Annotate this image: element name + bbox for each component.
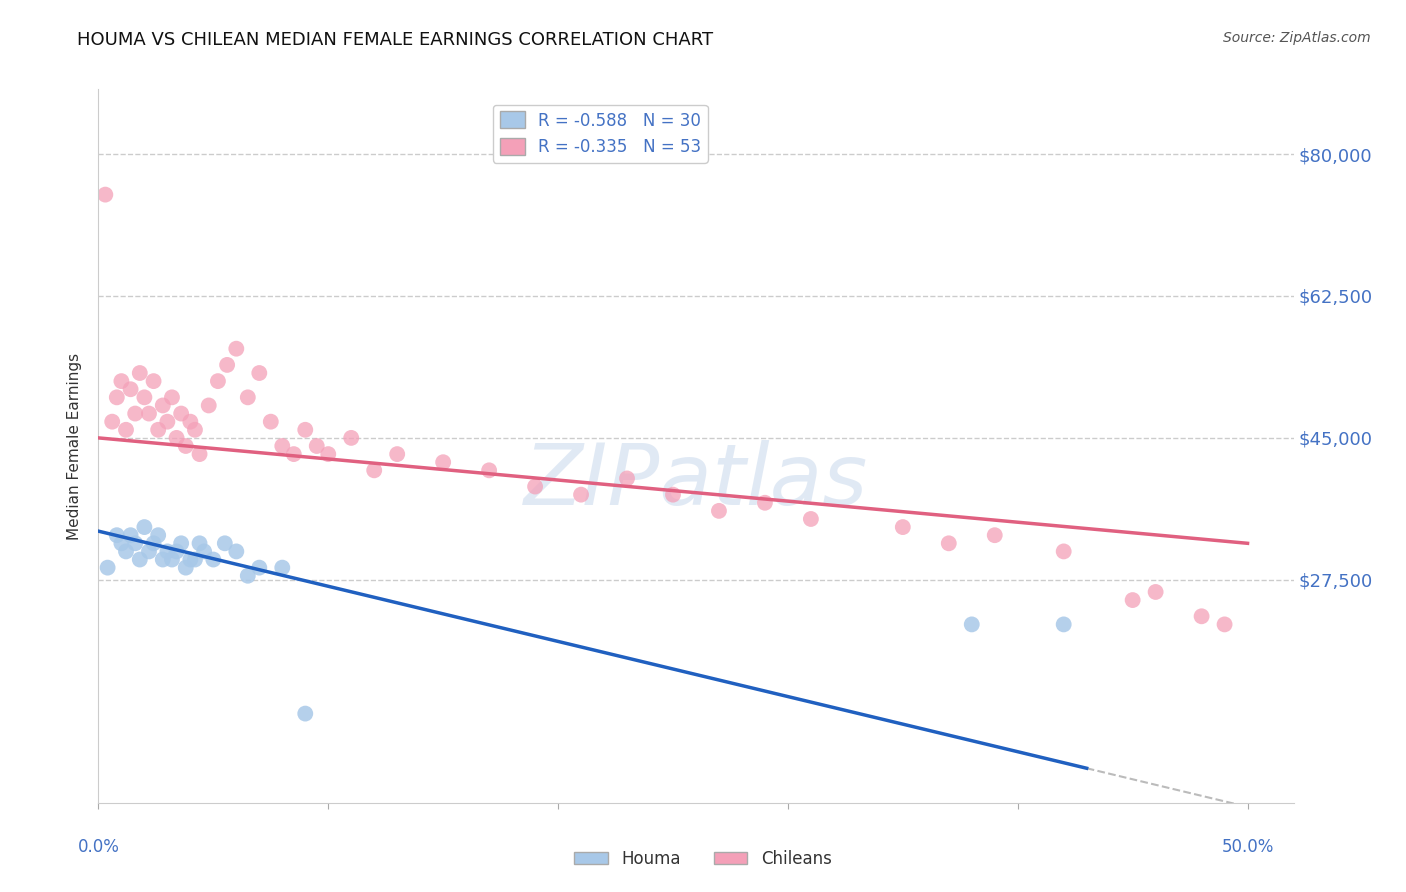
Text: ZIPatlas: ZIPatlas (524, 440, 868, 524)
Point (197, 399, 219, 413)
Point (1144, 585, 1167, 599)
Point (260, 415, 283, 429)
Point (225, 342, 247, 356)
Point (142, 536, 165, 550)
Point (294, 706, 316, 721)
Point (305, 439, 328, 453)
Point (707, 504, 730, 518)
Point (202, 552, 225, 566)
Point (120, 382, 142, 396)
Point (138, 544, 160, 558)
Point (124, 407, 146, 421)
Point (148, 423, 170, 437)
Point (524, 479, 547, 493)
Point (271, 560, 294, 574)
Point (1122, 593, 1144, 607)
Point (148, 528, 170, 542)
Point (662, 488, 685, 502)
Point (152, 399, 174, 413)
Point (152, 552, 174, 566)
Point (156, 415, 179, 429)
Point (271, 439, 294, 453)
Point (174, 439, 197, 453)
Point (247, 366, 270, 380)
Point (207, 374, 229, 388)
Point (160, 552, 183, 566)
Point (283, 447, 305, 461)
Point (1053, 544, 1076, 558)
Point (316, 447, 339, 461)
Y-axis label: Median Female Earnings: Median Female Earnings (67, 352, 83, 540)
Point (432, 455, 454, 469)
Point (170, 536, 193, 550)
Point (115, 423, 138, 437)
Point (236, 568, 259, 582)
Point (616, 471, 638, 485)
Point (134, 390, 156, 404)
Point (166, 544, 188, 558)
Point (170, 407, 193, 421)
Point (340, 431, 363, 445)
Point (110, 374, 132, 388)
Point (385, 447, 409, 461)
Point (236, 390, 259, 404)
Point (478, 463, 501, 477)
Text: HOUMA VS CHILEAN MEDIAN FEMALE EARNINGS CORRELATION CHART: HOUMA VS CHILEAN MEDIAN FEMALE EARNINGS … (77, 31, 713, 49)
Legend: R = -0.588   N = 30, R = -0.335   N = 53: R = -0.588 N = 30, R = -0.335 N = 53 (494, 104, 707, 162)
Text: Source: ZipAtlas.com: Source: ZipAtlas.com (1223, 31, 1371, 45)
Point (193, 544, 215, 558)
Text: 50.0%: 50.0% (1222, 838, 1274, 855)
Point (160, 390, 183, 404)
Point (754, 496, 776, 510)
Point (1191, 609, 1213, 624)
Point (138, 407, 160, 421)
Point (225, 544, 247, 558)
Point (217, 358, 239, 372)
Point (247, 560, 270, 574)
Point (156, 544, 179, 558)
Point (363, 463, 385, 477)
Point (891, 520, 914, 534)
Point (1213, 617, 1236, 632)
Point (128, 366, 150, 380)
Point (115, 544, 138, 558)
Point (101, 415, 124, 429)
Point (938, 536, 960, 550)
Point (120, 528, 142, 542)
Point (184, 423, 207, 437)
Point (179, 552, 201, 566)
Point (97, 560, 120, 574)
Point (184, 552, 207, 566)
Point (134, 520, 156, 534)
Point (110, 536, 132, 550)
Point (142, 374, 165, 388)
Text: 0.0%: 0.0% (77, 838, 120, 855)
Point (984, 528, 1007, 542)
Point (128, 552, 150, 566)
Point (174, 560, 197, 574)
Point (800, 512, 823, 526)
Point (124, 536, 146, 550)
Point (294, 423, 316, 437)
Point (94, 187, 117, 202)
Point (105, 528, 128, 542)
Point (1053, 617, 1076, 632)
Point (214, 536, 236, 550)
Point (569, 488, 592, 502)
Point (179, 415, 201, 429)
Point (188, 536, 211, 550)
Point (105, 390, 128, 404)
Point (166, 431, 188, 445)
Point (960, 617, 983, 632)
Legend: Houma, Chileans: Houma, Chileans (568, 844, 838, 875)
Point (188, 447, 211, 461)
